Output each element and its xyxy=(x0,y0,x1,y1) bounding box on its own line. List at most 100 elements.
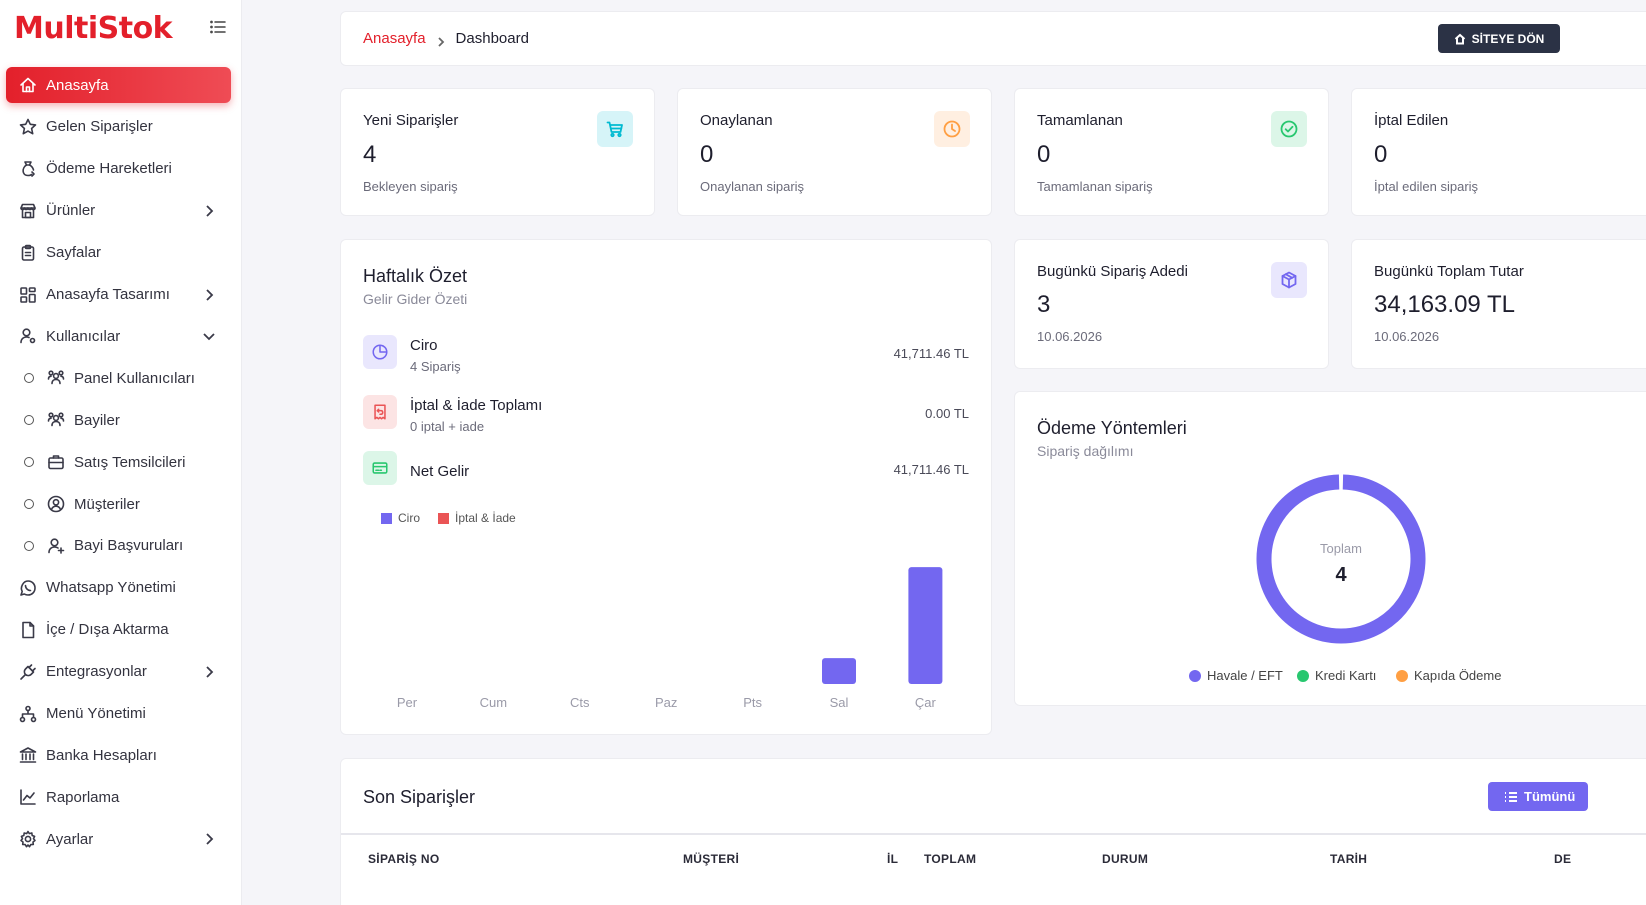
users-group-icon xyxy=(47,412,65,427)
credit-card-icon xyxy=(372,462,388,474)
column-header-toplam[interactable]: TOPLAM xyxy=(924,852,977,866)
bullet-icon xyxy=(24,499,34,509)
sidebar-item-kullanıcılar[interactable]: Kullanıcılar xyxy=(6,318,231,354)
back-to-site-label: SİTEYE DÖN xyxy=(1471,31,1545,46)
stat-value: 0 xyxy=(1374,141,1388,168)
donut-legend-kredi-kartı[interactable]: Kredi Kartı xyxy=(1297,668,1376,683)
sidebar-item-label: İçe / Dışa Aktarma xyxy=(46,621,169,639)
table-header-divider xyxy=(341,833,1646,835)
sidebar-item-müşteriler[interactable]: Müşteriler xyxy=(6,486,231,522)
chart-line-icon-wrap xyxy=(18,787,38,807)
home-icon xyxy=(20,77,36,93)
today-card-bugünkü-toplam-tutar: Bugünkü Toplam Tutar 34,163.09 TL 10.06.… xyxy=(1351,239,1646,369)
summary-value: 0.00 TL xyxy=(925,406,969,421)
sidebar-item-menü-yönetimi[interactable]: Menü Yönetimi xyxy=(6,696,231,732)
summary-sublabel: 0 iptal + iade xyxy=(410,419,485,434)
stat-title: Onaylanan xyxy=(700,112,773,129)
sidebar-item-raporlama[interactable]: Raporlama xyxy=(6,779,231,815)
legend-item-i-ptal-i-ade[interactable]: İptal & İade xyxy=(438,511,516,525)
stat-value: 4 xyxy=(363,141,377,168)
view-all-label: Tümünü xyxy=(1524,789,1576,804)
bar-ciro-sal[interactable] xyxy=(822,658,856,684)
sidebar-item-whatsapp-yönetimi[interactable]: Whatsapp Yönetimi xyxy=(6,570,231,606)
today-value: 3 xyxy=(1037,291,1051,318)
sidebar-item-label: Bayi Başvuruları xyxy=(74,537,184,555)
legend-dot xyxy=(1396,669,1408,682)
summary-value: 41,711.46 TL xyxy=(893,462,969,477)
bank-icon xyxy=(19,747,37,764)
donut-center-value: 4 xyxy=(1335,564,1347,586)
legend-dot xyxy=(1189,669,1201,682)
back-to-site-button[interactable]: SİTEYE DÖN xyxy=(1438,24,1560,53)
briefcase-icon-wrap xyxy=(46,452,66,472)
stat-subtitle: İptal edilen sipariş xyxy=(1374,179,1479,194)
user-circle-icon-wrap xyxy=(46,494,66,514)
star-icon-wrap xyxy=(18,117,38,137)
sitemap-icon xyxy=(19,705,37,722)
sidebar-item-bayi-başvuruları[interactable]: Bayi Başvuruları xyxy=(6,528,231,564)
column-header-de[interactable]: DE xyxy=(1554,852,1572,866)
file-icon-wrap xyxy=(18,620,38,640)
menu-toggle-icon[interactable] xyxy=(210,20,226,34)
sidebar-item-bayiler[interactable]: Bayiler xyxy=(6,402,231,438)
donut-legend-kapıda-ödeme[interactable]: Kapıda Ödeme xyxy=(1396,668,1501,683)
donut-center-label: Toplam xyxy=(1320,541,1362,556)
summary-row-i-ptal-i-ade-toplamı: İptal & İade Toplamı 0 iptal + iade 0.00… xyxy=(363,395,969,435)
payment-donut-chart: Toplam 4 xyxy=(1256,474,1426,644)
clipboard-icon-wrap xyxy=(18,243,38,263)
today-date: 10.06.2026 xyxy=(1037,329,1103,344)
bullet-icon xyxy=(24,540,34,551)
donut-slice-havale-eft[interactable] xyxy=(1256,474,1426,644)
stat-subtitle: Tamamlanan sipariş xyxy=(1037,179,1153,194)
summary-value: 41,711.46 TL xyxy=(893,346,969,361)
sidebar-item-label: Menü Yönetimi xyxy=(46,705,146,722)
user-plus-icon-wrap xyxy=(46,536,66,556)
column-header-si-pari-ş-no[interactable]: SİPARİŞ NO xyxy=(368,852,440,866)
sidebar: MultiStok Anasayfa Gelen Siparişler Ödeme … xyxy=(0,0,242,905)
sidebar-item-banka-hesapları[interactable]: Banka Hesapları xyxy=(6,737,231,773)
layout-icon xyxy=(20,286,36,303)
sidebar-item-anasayfa[interactable]: Anasayfa xyxy=(6,67,231,103)
sidebar-item-ayarlar[interactable]: Ayarlar xyxy=(6,821,231,857)
brand-logo[interactable]: MultiStok xyxy=(14,10,173,46)
sidebar-item-label: Entegrasyonlar xyxy=(46,663,147,681)
donut-legend-havale-eft[interactable]: Havale / EFT xyxy=(1189,668,1283,683)
sidebar-item-entegrasyonlar[interactable]: Entegrasyonlar xyxy=(6,654,231,690)
sidebar-item-label: Kullanıcılar xyxy=(46,327,121,345)
check-circle-icon xyxy=(1280,120,1298,138)
sidebar-item-anasayfa-tasarımı[interactable]: Anasayfa Tasarımı xyxy=(6,277,231,313)
briefcase-icon xyxy=(48,455,64,470)
cart-icon xyxy=(606,121,623,138)
sidebar-item-satış-temsilcileri[interactable]: Satış Temsilcileri xyxy=(6,444,231,480)
plug-icon-wrap xyxy=(18,662,38,682)
breadcrumb-home-link[interactable]: Anasayfa xyxy=(363,30,426,47)
weekly-bar-chart: Per Cum Cts Paz Pts Sal Çar xyxy=(397,567,943,710)
stat-card-yeni-siparişler: Yeni Siparişler 4 Bekleyen sipariş xyxy=(340,88,655,216)
column-header-durum[interactable]: DURUM xyxy=(1102,852,1149,866)
column-header-i-l[interactable]: İL xyxy=(887,852,899,866)
gear-icon-wrap xyxy=(18,829,38,849)
sidebar-item-label: Banka Hesapları xyxy=(46,746,157,764)
legend-item-ciro[interactable]: Ciro xyxy=(381,511,420,525)
stat-title: Yeni Siparişler xyxy=(363,112,459,129)
view-all-orders-button[interactable]: Tümünü xyxy=(1488,782,1588,811)
column-header-tari-h[interactable]: TARİH xyxy=(1330,852,1368,866)
bank-icon-wrap xyxy=(18,745,38,765)
home-icon-wrap xyxy=(18,75,38,95)
sidebar-item-gelen-siparişler[interactable]: Gelen Siparişler xyxy=(6,109,231,145)
sidebar-item-ödeme-hareketleri[interactable]: Ödeme Hareketleri xyxy=(6,151,231,187)
chevron-right-icon xyxy=(201,831,217,847)
column-header-müşteri[interactable]: MÜŞTERİ xyxy=(683,852,740,866)
stat-card-i-ptal-edilen: İptal Edilen 0 İptal edilen sipariş xyxy=(1351,88,1646,216)
sidebar-item-ürünler[interactable]: Ürünler xyxy=(6,193,231,229)
bar-ciro-çar[interactable] xyxy=(908,567,943,684)
whatsapp-icon xyxy=(20,579,36,596)
sidebar-item-sayfalar[interactable]: Sayfalar xyxy=(6,235,231,271)
store-icon-wrap xyxy=(18,201,38,221)
sidebar-item-i-çe-dışa-aktarma[interactable]: İçe / Dışa Aktarma xyxy=(6,612,231,648)
file-icon xyxy=(22,621,35,638)
legend-swatch xyxy=(381,512,392,524)
list-icon xyxy=(1505,791,1517,802)
stat-icon-box xyxy=(934,111,970,147)
sidebar-item-panel-kullanıcıları[interactable]: Panel Kullanıcıları xyxy=(6,360,231,396)
